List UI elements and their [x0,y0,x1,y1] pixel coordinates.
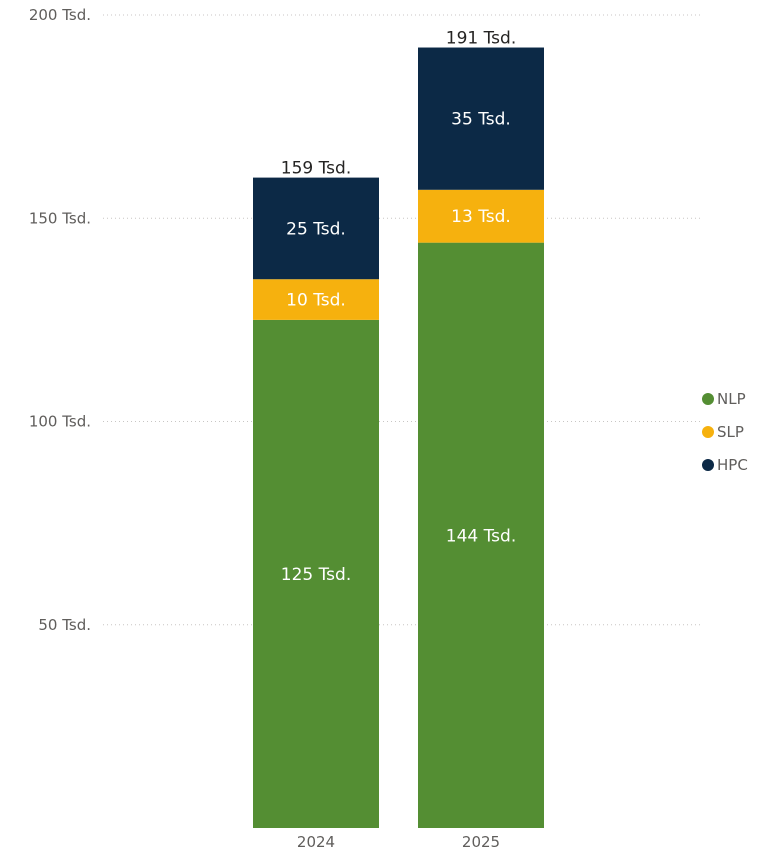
y-tick-label: 100 Tsd. [29,413,91,431]
data-label-slp-2025: 13 Tsd. [451,207,511,227]
legend-marker-nlp [702,393,714,405]
total-labels: 159 Tsd. 191 Tsd. [281,29,516,179]
segment-labels: 125 Tsd. 10 Tsd. 25 Tsd. 144 Tsd. 13 Tsd. 35 … [281,110,516,585]
gridlines [103,14,700,626]
legend-label-slp[interactable]: SLP [717,423,744,441]
y-axis-ticks: 50 Tsd. 100 Tsd. 150 Tsd. 200 Tsd. [29,6,91,634]
data-label-hpc-2024: 25 Tsd. [286,219,346,239]
legend-label-hpc[interactable]: HPC [717,456,748,474]
bar-segment-hpc-2024[interactable] [253,177,379,280]
data-label-hpc-2025: 35 Tsd. [451,110,511,130]
legend-label-nlp[interactable]: NLP [717,390,746,408]
x-tick-label-2025: 2025 [462,833,500,851]
bar-segment-hpc-2025[interactable] [418,47,544,190]
y-tick-label: 200 Tsd. [29,6,91,24]
legend-marker-hpc [702,459,714,471]
y-tick-label: 150 Tsd. [29,209,91,227]
total-label-2025: 191 Tsd. [446,29,516,49]
data-label-slp-2024: 10 Tsd. [286,291,346,311]
x-axis-ticks: 2024 2025 [297,833,500,851]
bar-segment-nlp-2025[interactable] [418,242,544,828]
bars [253,47,544,828]
data-label-nlp-2024: 125 Tsd. [281,565,351,585]
bar-segment-slp-2025[interactable] [418,189,544,243]
y-tick-label: 50 Tsd. [38,616,91,634]
total-label-2024: 159 Tsd. [281,159,351,179]
legend-marker-slp [702,426,714,438]
bar-segment-slp-2024[interactable] [253,279,379,320]
bar-segment-nlp-2024[interactable] [253,319,379,828]
x-tick-label-2024: 2024 [297,833,335,851]
legend: NLP SLP HPC [702,390,748,474]
data-label-nlp-2025: 144 Tsd. [446,526,516,546]
